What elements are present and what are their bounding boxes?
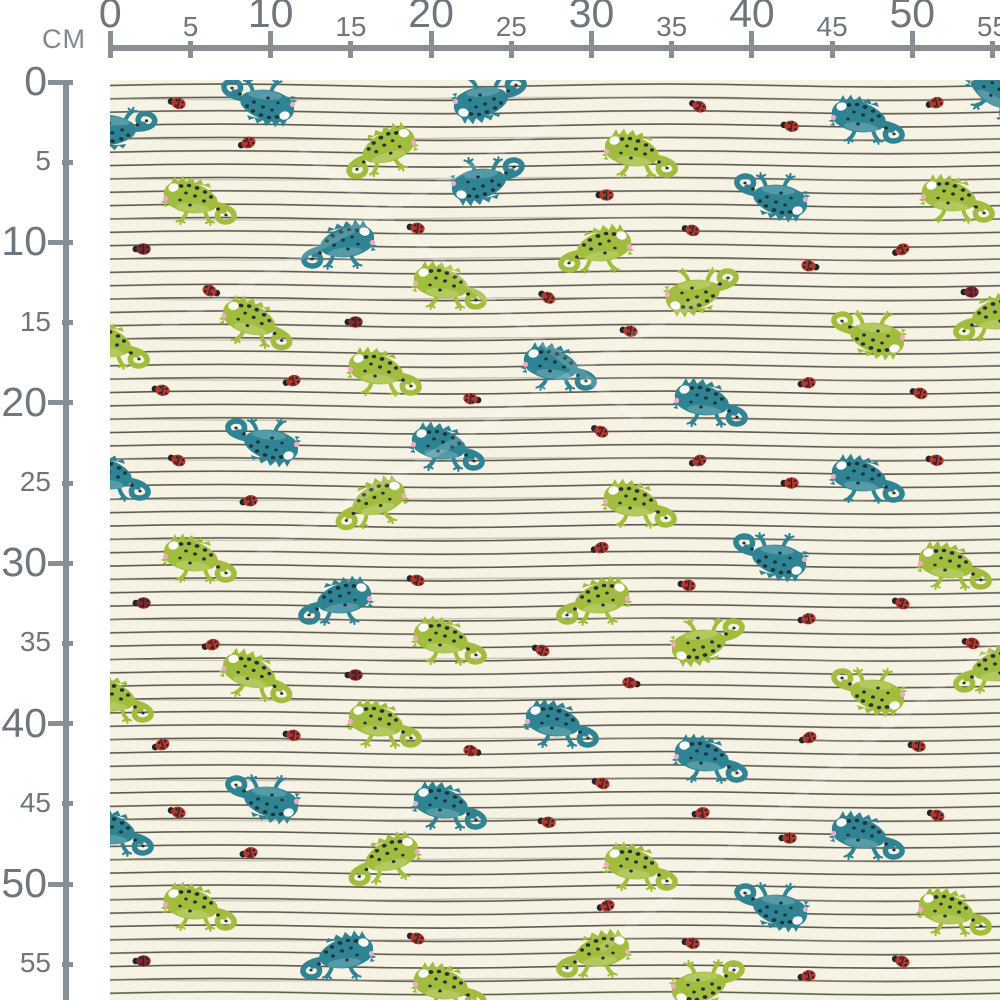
ruler-number: 55 bbox=[19, 947, 51, 979]
ruler-tick bbox=[48, 239, 73, 245]
ruler-tick bbox=[508, 41, 514, 58]
ruler-number: 10 bbox=[247, 0, 294, 36]
ruler-tick bbox=[669, 41, 675, 58]
ruler-tick bbox=[348, 41, 354, 58]
ruler-number: 15 bbox=[335, 11, 367, 42]
ruler-number: 30 bbox=[568, 0, 615, 36]
ruler-number: 5 bbox=[182, 11, 199, 42]
ruler-number: 20 bbox=[1, 378, 47, 425]
ruler-left-line bbox=[63, 80, 69, 1000]
fabric-preview bbox=[110, 80, 1000, 1000]
ruler-tick bbox=[48, 79, 73, 85]
ruler-tick bbox=[48, 721, 73, 727]
ruler-number: 40 bbox=[1, 699, 47, 746]
ruler-number: 30 bbox=[1, 539, 47, 586]
ruler-tick bbox=[990, 41, 995, 58]
ruler-tick bbox=[48, 881, 73, 887]
ruler-tick bbox=[107, 31, 113, 58]
ruler-tick bbox=[62, 640, 73, 646]
ruler-number: 25 bbox=[19, 466, 51, 497]
ruler-number: 5 bbox=[35, 145, 51, 177]
ruler-top-line bbox=[108, 45, 1000, 51]
ruler-tick bbox=[188, 41, 193, 58]
ruler-number: 0 bbox=[24, 58, 47, 104]
ruler-tick bbox=[62, 961, 73, 967]
ruler-tick bbox=[589, 31, 594, 58]
unit-label: CM bbox=[42, 24, 86, 54]
ruler-number: 35 bbox=[656, 11, 688, 42]
ruler-number: 55 bbox=[976, 11, 1000, 42]
ruler-tick bbox=[48, 560, 73, 566]
ruler-number: 20 bbox=[408, 0, 454, 36]
ruler-number: 40 bbox=[729, 0, 775, 36]
ruler-number: 15 bbox=[19, 305, 51, 337]
ruler-tick bbox=[268, 31, 274, 58]
ruler-tick bbox=[62, 801, 73, 807]
ruler-number: 35 bbox=[19, 626, 51, 658]
ruler-number: 45 bbox=[816, 11, 848, 42]
ruler-tick bbox=[428, 31, 434, 58]
ruler-number: 45 bbox=[19, 786, 51, 818]
ruler-number: 10 bbox=[1, 218, 47, 265]
watermark-streaks bbox=[158, 116, 1000, 954]
ruler-tick bbox=[62, 159, 73, 165]
ruler-tick bbox=[829, 41, 835, 58]
ruler-number: 50 bbox=[889, 0, 936, 36]
ruler-tick bbox=[62, 480, 73, 486]
ruler-tick bbox=[48, 400, 73, 406]
ruler-number: 50 bbox=[1, 860, 47, 906]
ruler-number: 0 bbox=[98, 0, 122, 36]
ruler-number: 25 bbox=[495, 11, 527, 42]
ruler-tick bbox=[749, 31, 755, 58]
ruler-tick bbox=[62, 320, 73, 326]
ruler-tick bbox=[909, 31, 915, 58]
